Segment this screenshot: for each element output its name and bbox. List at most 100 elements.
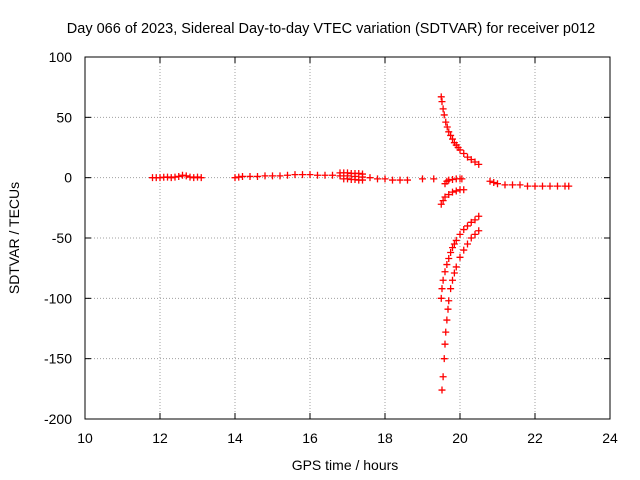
data-point	[490, 178, 498, 186]
data-point	[452, 187, 460, 195]
data-point	[443, 316, 451, 324]
data-point	[467, 156, 475, 164]
data-point	[359, 176, 366, 184]
data-point	[471, 216, 479, 224]
data-point	[276, 172, 284, 180]
series-upper-branch	[437, 93, 483, 168]
data-point	[443, 261, 451, 269]
data-point	[439, 373, 447, 381]
x-tick-label: 16	[302, 430, 318, 446]
data-point	[182, 172, 190, 180]
data-points	[149, 93, 573, 394]
data-point	[456, 253, 464, 261]
data-point	[449, 188, 456, 196]
data-point	[460, 150, 468, 158]
data-point	[475, 212, 483, 220]
data-point	[516, 181, 524, 189]
data-point	[437, 200, 445, 208]
data-point	[366, 174, 374, 182]
data-point	[475, 227, 483, 235]
data-point	[450, 240, 458, 248]
data-point	[439, 276, 447, 284]
data-point	[464, 240, 471, 248]
series-tail	[486, 177, 573, 190]
data-point	[494, 180, 501, 188]
y-tick-label: -150	[44, 351, 72, 367]
series-mid-lower	[437, 186, 468, 208]
series-flat-1	[149, 171, 205, 182]
data-point	[449, 135, 456, 143]
y-tick-label: 100	[49, 49, 73, 65]
data-point	[509, 181, 516, 189]
data-point	[440, 111, 448, 119]
data-point	[440, 355, 448, 363]
data-point	[539, 182, 546, 190]
data-point	[531, 182, 539, 190]
data-point	[314, 171, 321, 179]
data-point	[565, 182, 573, 190]
data-point	[284, 171, 291, 179]
data-point	[437, 294, 445, 302]
data-point	[452, 236, 460, 244]
data-point	[389, 176, 396, 184]
x-tick-label: 20	[452, 430, 468, 446]
data-point	[445, 255, 453, 263]
data-point	[456, 230, 464, 238]
data-point	[444, 305, 452, 313]
data-point	[419, 175, 426, 183]
data-point	[306, 171, 314, 179]
data-point	[239, 172, 246, 180]
data-point	[456, 146, 464, 154]
data-point	[460, 226, 468, 234]
data-point	[554, 182, 561, 190]
data-point	[299, 171, 306, 179]
data-point	[246, 172, 254, 180]
data-point	[441, 268, 449, 276]
data-point	[447, 248, 455, 256]
data-point	[471, 230, 479, 238]
data-point	[438, 285, 446, 293]
data-point	[439, 197, 447, 205]
plot-frame	[84, 56, 611, 420]
data-point	[374, 175, 381, 183]
data-point	[471, 158, 479, 166]
data-point	[291, 171, 299, 179]
y-tick-label: 0	[64, 170, 72, 186]
data-point	[197, 174, 205, 182]
series-lower-branch-1	[437, 212, 483, 302]
data-point	[449, 276, 456, 284]
series-lower-branch-2	[438, 227, 483, 394]
data-point	[460, 246, 468, 254]
y-tick-label: 50	[56, 109, 72, 125]
data-point	[430, 175, 438, 183]
data-point	[464, 153, 471, 161]
data-point	[464, 222, 471, 230]
x-axis-label: GPS time / hours	[292, 457, 399, 473]
data-point	[175, 172, 183, 180]
data-point	[254, 172, 261, 180]
data-point	[445, 191, 453, 199]
y-axis-label: SDTVAR / TECUs	[6, 182, 22, 294]
data-point	[452, 263, 460, 271]
data-point	[475, 160, 483, 168]
data-point	[445, 128, 453, 136]
data-point	[486, 177, 494, 185]
y-tick-label: -200	[44, 411, 72, 427]
data-point	[396, 176, 404, 184]
x-tick-label: 14	[227, 430, 243, 446]
x-tick-label: 10	[77, 430, 93, 446]
data-point	[269, 172, 276, 180]
data-point	[524, 182, 531, 190]
data-point	[441, 340, 449, 348]
data-point	[546, 182, 554, 190]
data-point	[460, 186, 468, 194]
data-point	[447, 131, 455, 139]
data-point	[437, 93, 445, 101]
data-point	[447, 285, 455, 293]
data-point	[359, 170, 366, 178]
data-point	[445, 297, 453, 305]
data-point	[439, 105, 447, 113]
y-tick-label: -100	[44, 290, 72, 306]
data-point	[329, 171, 336, 179]
